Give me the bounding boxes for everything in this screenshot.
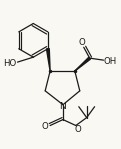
- Polygon shape: [75, 57, 91, 71]
- Text: O: O: [42, 122, 49, 131]
- Text: OH: OH: [104, 57, 117, 66]
- Polygon shape: [46, 49, 50, 71]
- Text: O: O: [74, 125, 81, 134]
- Text: HO: HO: [3, 59, 16, 68]
- Text: N: N: [60, 102, 66, 111]
- Text: O: O: [78, 38, 85, 47]
